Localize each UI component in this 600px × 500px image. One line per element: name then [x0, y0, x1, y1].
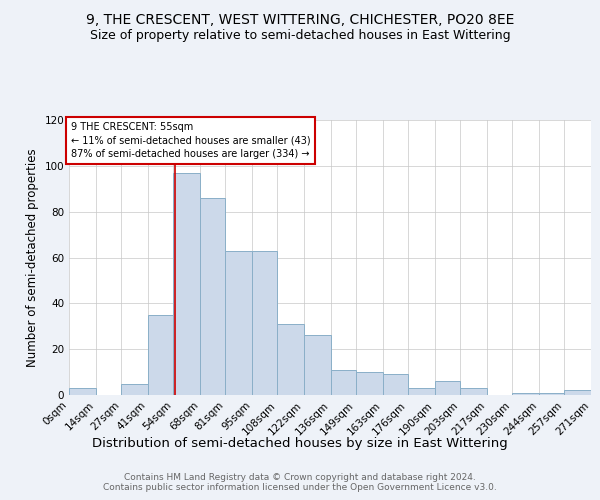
Bar [356, 372, 383, 395]
Bar [331, 370, 356, 395]
Text: Size of property relative to semi-detached houses in East Wittering: Size of property relative to semi-detach… [89, 29, 511, 42]
Bar [200, 198, 225, 395]
Bar [408, 388, 435, 395]
Bar [435, 381, 460, 395]
Text: Contains HM Land Registry data © Crown copyright and database right 2024.
Contai: Contains HM Land Registry data © Crown c… [103, 472, 497, 492]
Text: 9, THE CRESCENT, WEST WITTERING, CHICHESTER, PO20 8EE: 9, THE CRESCENT, WEST WITTERING, CHICHES… [86, 12, 514, 26]
Text: Distribution of semi-detached houses by size in East Wittering: Distribution of semi-detached houses by … [92, 438, 508, 450]
Bar [383, 374, 408, 395]
Bar [539, 392, 564, 395]
Text: 9 THE CRESCENT: 55sqm
← 11% of semi-detached houses are smaller (43)
87% of semi: 9 THE CRESCENT: 55sqm ← 11% of semi-deta… [71, 122, 311, 158]
Y-axis label: Number of semi-detached properties: Number of semi-detached properties [26, 148, 39, 367]
Bar [460, 388, 487, 395]
Bar [564, 390, 591, 395]
Bar [225, 250, 252, 395]
Bar [252, 250, 277, 395]
Bar [277, 324, 304, 395]
Bar [148, 315, 173, 395]
Bar [512, 392, 539, 395]
Bar [121, 384, 148, 395]
Bar [304, 336, 331, 395]
Bar [69, 388, 96, 395]
Bar [173, 172, 200, 395]
